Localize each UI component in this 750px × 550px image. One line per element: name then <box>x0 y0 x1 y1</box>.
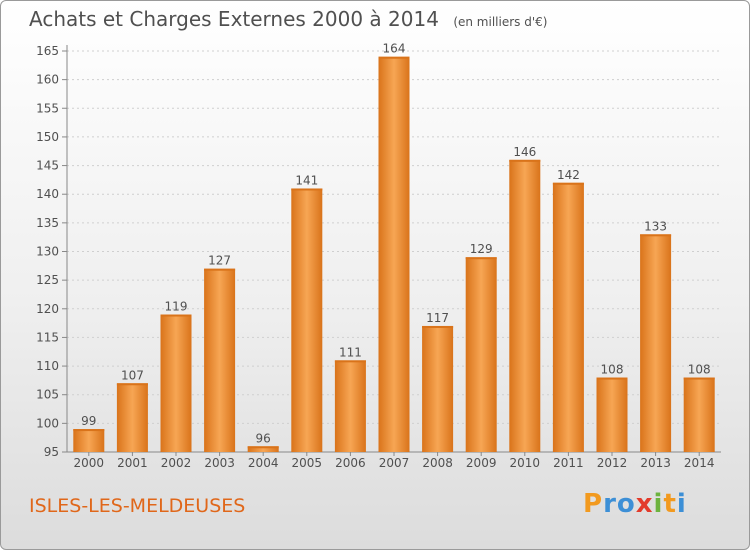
y-tick-label: 125 <box>36 273 59 287</box>
bar <box>422 325 454 452</box>
bar-cap <box>552 182 584 185</box>
bar <box>596 377 628 452</box>
bar-value-label: 99 <box>81 414 96 428</box>
commune-name: ISLES-LES-MELDEUSES <box>29 495 246 517</box>
bar <box>204 268 236 452</box>
bar-cap <box>247 446 279 449</box>
bar-cap <box>204 268 236 271</box>
y-tick-label: 160 <box>36 73 59 87</box>
y-tick-label: 145 <box>36 159 59 173</box>
logo-letter: i <box>676 489 687 519</box>
y-tick-label: 105 <box>36 388 59 402</box>
bar-cap <box>683 377 715 380</box>
x-tick-label: 2006 <box>335 456 366 470</box>
x-tick-label: 2004 <box>248 456 279 470</box>
y-tick-label: 150 <box>36 130 59 144</box>
x-tick-label: 2011 <box>553 456 584 470</box>
bar-cap <box>465 257 497 260</box>
x-tick-label: 2001 <box>117 456 148 470</box>
y-tick-label: 95 <box>44 445 59 459</box>
y-tick-label: 165 <box>36 44 59 58</box>
x-tick-label: 2002 <box>161 456 192 470</box>
bar-value-label: 111 <box>339 345 362 359</box>
x-tick-label: 2005 <box>292 456 323 470</box>
bar-cap <box>596 377 628 380</box>
bar-value-label: 164 <box>383 42 406 56</box>
proxiti-logo: Proxiti <box>583 489 687 519</box>
x-tick-label: 2008 <box>422 456 453 470</box>
logo-letter: t <box>663 489 677 519</box>
bar <box>160 314 192 452</box>
y-tick-label: 130 <box>36 245 59 259</box>
bar-cap <box>422 325 454 328</box>
chart-unit: (en milliers d'€) <box>453 15 548 29</box>
bar <box>334 360 366 452</box>
x-tick-label: 2007 <box>379 456 410 470</box>
logo-letter: P <box>583 489 604 519</box>
bar-value-label: 119 <box>165 300 188 314</box>
bar <box>683 377 715 452</box>
bar-value-label: 146 <box>513 145 536 159</box>
bar-cap <box>640 234 672 237</box>
bar <box>509 159 541 453</box>
bar-value-label: 142 <box>557 168 580 182</box>
bar-value-label: 129 <box>470 242 493 256</box>
bar-cap <box>378 56 410 59</box>
bar-cap <box>509 159 541 162</box>
bar <box>247 446 279 452</box>
y-tick-label: 140 <box>36 187 59 201</box>
bar-value-label: 127 <box>208 254 231 268</box>
bar-cap <box>334 360 366 363</box>
bar-cap <box>73 429 105 432</box>
y-tick-label: 115 <box>36 330 59 344</box>
bar-value-label: 133 <box>644 219 667 233</box>
x-tick-label: 2012 <box>597 456 628 470</box>
bar <box>640 234 672 452</box>
bar <box>116 383 148 452</box>
bar-value-label: 96 <box>256 431 271 445</box>
bar-value-label: 108 <box>688 363 711 377</box>
x-tick-label: 2013 <box>640 456 671 470</box>
bar-value-label: 141 <box>295 173 318 187</box>
x-tick-label: 2009 <box>466 456 497 470</box>
bar-cap <box>116 383 148 386</box>
bar-value-label: 117 <box>426 311 449 325</box>
bar <box>73 429 105 452</box>
y-tick-label: 155 <box>36 101 59 115</box>
bar-value-label: 108 <box>601 363 624 377</box>
y-tick-label: 100 <box>36 416 59 430</box>
y-tick-label: 135 <box>36 216 59 230</box>
logo-letter: o <box>616 489 636 519</box>
x-tick-label: 2010 <box>510 456 541 470</box>
logo-letter: i <box>653 489 664 519</box>
chart-title-text: Achats et Charges Externes 2000 à 2014 <box>29 7 439 31</box>
bar <box>291 188 323 452</box>
x-tick-label: 2000 <box>74 456 105 470</box>
x-tick-label: 2003 <box>204 456 235 470</box>
chart-title: Achats et Charges Externes 2000 à 2014 (… <box>29 7 547 31</box>
bar <box>378 56 410 452</box>
y-tick-label: 120 <box>36 302 59 316</box>
logo-letter: x <box>635 489 654 519</box>
y-tick-label: 110 <box>36 359 59 373</box>
bar-cap <box>291 188 323 191</box>
bar <box>552 182 584 452</box>
bar <box>465 257 497 452</box>
x-tick-label: 2014 <box>684 456 715 470</box>
bar-cap <box>160 314 192 317</box>
logo-letter: r <box>603 489 617 519</box>
bar-value-label: 107 <box>121 368 144 382</box>
